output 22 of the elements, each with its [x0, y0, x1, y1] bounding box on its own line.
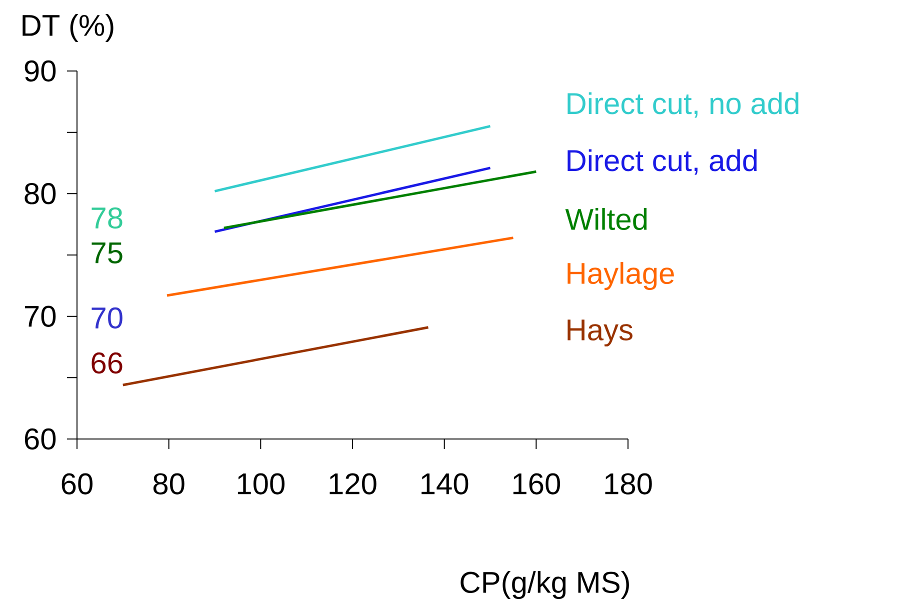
text: Hays	[568, 320, 632, 346]
text: Direct cut, no add	[568, 92, 798, 118]
annotation: 78	[92, 207, 122, 229]
x-axis-title: CP(g/kg MS)	[460, 571, 629, 599]
x-tick-label: 140	[422, 473, 468, 494]
x-tick-label: 180	[605, 473, 652, 494]
series-label: Haylage	[568, 262, 674, 290]
annotation: 70	[92, 307, 122, 329]
x-tick-label: 160	[513, 473, 560, 494]
annotation: 75	[92, 242, 122, 264]
y-tick-label: 70	[24, 306, 56, 327]
y-tick-label: 80	[24, 183, 56, 204]
x-tick-label: 100	[238, 473, 285, 494]
series-label: Wilted	[565, 208, 647, 230]
x-tick-label: 60	[62, 473, 93, 494]
y-axis-title: DT (%)	[22, 14, 114, 42]
y-tick-label: 90	[24, 60, 56, 82]
x-tick-label: 80	[153, 473, 184, 494]
x-tick-label: 120	[330, 473, 376, 494]
y-tick-label: 60	[24, 428, 56, 450]
text: Direct cut, add	[568, 149, 757, 175]
annotation: 66	[92, 352, 122, 374]
